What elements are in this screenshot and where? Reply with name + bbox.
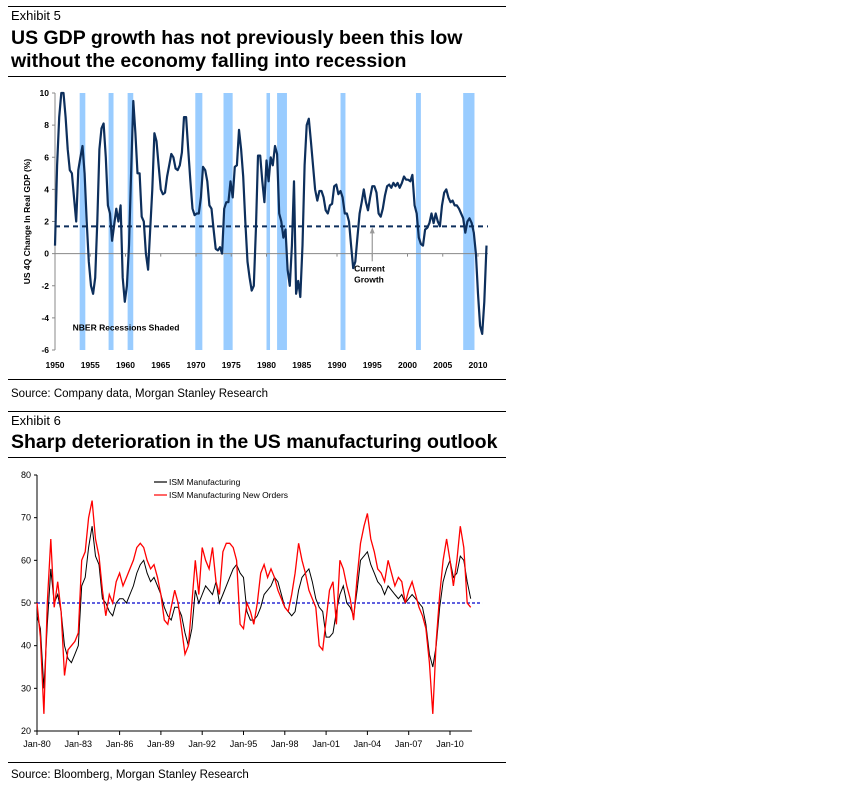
gdp-chart: 10 8 6 4 2 0 -2 -4 -6 1950 1955 1960 1965 1970 1975 198… <box>22 88 488 370</box>
exhibit6-source: Source: Bloomberg, Morgan Stanley Resear… <box>11 769 249 781</box>
gdp-y-axis-label: US 4Q Change In Real GDP (%) <box>22 159 32 285</box>
legend-label-ism-new-orders: ISM Manufacturing New Orders <box>169 490 288 500</box>
gdp-y-tick-label: 2 <box>44 217 49 227</box>
nber-recessions-annotation: NBER Recessions Shaded <box>73 323 180 333</box>
gdp-x-tick-label: 1980 <box>257 360 276 370</box>
gdp-y-tick-label: -6 <box>41 345 49 355</box>
exhibit5-title-line2: without the economy falling into recessi… <box>11 50 407 72</box>
ism-x-tick-label: Jan-98 <box>271 739 299 749</box>
exhibit5-title-line1: US GDP growth has not previously been th… <box>11 27 463 49</box>
current-growth-annotation-line1: Current <box>354 263 385 273</box>
exhibit6-source-rule <box>8 762 506 763</box>
gdp-axes: 10 8 6 4 2 0 -2 -4 -6 1950 1955 1960 1965 1970 1975 198… <box>40 88 488 370</box>
recession-band <box>223 93 233 350</box>
ism-y-tick-label: 20 <box>21 726 31 736</box>
gdp-x-tick-label: 1995 <box>363 360 382 370</box>
recession-band <box>195 93 203 350</box>
gdp-y-tick-label: 4 <box>44 184 49 194</box>
recession-band <box>79 93 86 350</box>
gdp-y-tick-label: 0 <box>44 249 49 259</box>
ism-y-tick-label: 50 <box>21 598 31 608</box>
gdp-x-tick-label: 1985 <box>292 360 311 370</box>
gdp-y-tick-label: -2 <box>41 281 49 291</box>
ism-legend: ISM Manufacturing ISM Manufacturing New … <box>154 477 288 500</box>
gdp-y-tick-label: 8 <box>44 120 49 130</box>
exhibit6-label: Exhibit 6 <box>11 413 61 428</box>
gdp-x-tick-label: 1970 <box>187 360 206 370</box>
gdp-x-tick-label: 1955 <box>81 360 100 370</box>
ism-y-tick-label: 60 <box>21 555 31 565</box>
ism-manufacturing-line <box>36 526 472 689</box>
current-growth-arrowhead <box>369 227 375 234</box>
ism-x-tick-label: Jan-80 <box>23 739 51 749</box>
gdp-x-tick-label: 1965 <box>151 360 170 370</box>
ism-x-tick-label: Jan-04 <box>354 739 382 749</box>
ism-x-tick-label: Jan-92 <box>188 739 216 749</box>
gdp-x-tick-label: 1975 <box>222 360 241 370</box>
exhibit5-label: Exhibit 5 <box>11 8 61 23</box>
ism-x-tick-label: Jan-95 <box>230 739 258 749</box>
ism-new-orders-line <box>36 500 472 714</box>
gdp-x-tick-label: 1960 <box>116 360 135 370</box>
ism-x-tick-label: Jan-89 <box>147 739 175 749</box>
current-growth-annotation-line2: Growth <box>354 274 384 284</box>
gdp-x-tick-label: 1990 <box>328 360 347 370</box>
recession-band <box>340 93 346 350</box>
ism-x-tick-label: Jan-10 <box>436 739 464 749</box>
ism-y-tick-label: 30 <box>21 683 31 693</box>
ism-y-tick-label: 80 <box>21 470 31 480</box>
exhibit6-title-rule <box>8 457 506 458</box>
ism-x-tick-label: Jan-83 <box>65 739 93 749</box>
exhibit6-title: Sharp deterioration in the US manufactur… <box>11 431 498 453</box>
gdp-y-tick-label: 6 <box>44 152 49 162</box>
gdp-x-tick-label: 2000 <box>398 360 417 370</box>
ism-y-tick-label: 40 <box>21 641 31 651</box>
legend-label-ism-manufacturing: ISM Manufacturing <box>169 477 241 487</box>
gdp-x-tick-label: 2010 <box>469 360 488 370</box>
exhibit5-title-rule <box>8 76 506 77</box>
exhibit5-source-rule <box>8 379 506 380</box>
exhibit6-top-rule <box>8 411 506 412</box>
ism-x-tick-label: Jan-01 <box>312 739 340 749</box>
ism-x-tick-label: Jan-07 <box>395 739 423 749</box>
gdp-y-tick-label: -4 <box>41 313 49 323</box>
top-rule <box>8 6 506 7</box>
gdp-y-tick-label: 10 <box>40 88 50 98</box>
gdp-x-tick-label: 1950 <box>46 360 65 370</box>
recession-band <box>266 93 271 350</box>
gdp-growth-line <box>53 91 488 335</box>
recession-band <box>463 93 475 350</box>
gdp-x-tick-label: 2005 <box>433 360 452 370</box>
ism-x-tick-label: Jan-86 <box>106 739 134 749</box>
exhibit5-source: Source: Company data, Morgan Stanley Res… <box>11 388 268 400</box>
ism-y-tick-label: 70 <box>21 513 31 523</box>
